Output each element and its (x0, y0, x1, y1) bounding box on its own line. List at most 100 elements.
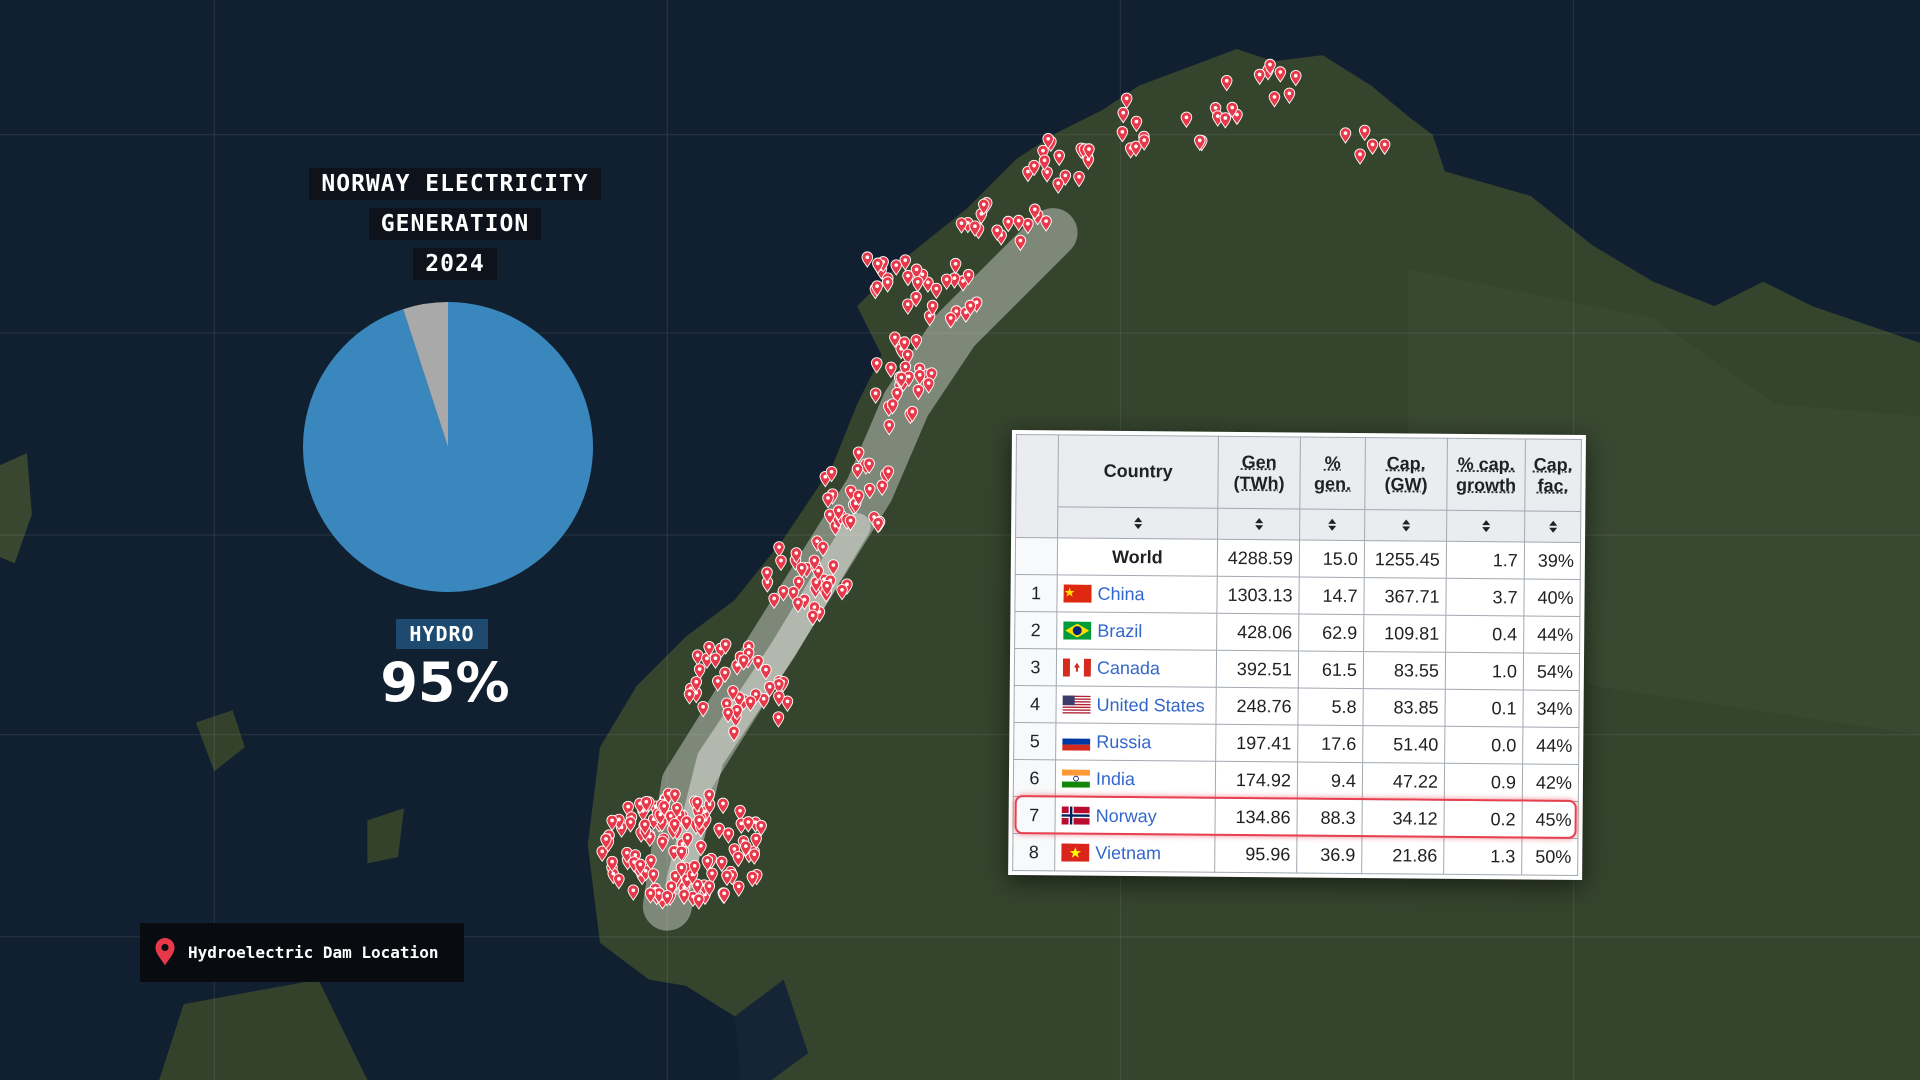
dam-pin (691, 878, 704, 896)
dam-pin (1289, 70, 1302, 87)
dam-pin-body (910, 334, 923, 351)
dam-pin (901, 348, 914, 366)
dam-pin (732, 880, 745, 898)
dam-pin (861, 251, 874, 268)
dam-pin (1138, 134, 1150, 151)
dam-pin-dot (876, 261, 880, 266)
dam-pin-body (883, 419, 896, 436)
dam-pin-body (821, 580, 833, 597)
country-link[interactable]: Vietnam (1095, 842, 1162, 863)
dam-pin (1253, 68, 1266, 86)
dam-pin-dot (701, 704, 705, 709)
dam-pin-body (678, 888, 690, 906)
dam-pin (744, 695, 757, 712)
dam-pin-dot (917, 373, 922, 377)
pie-slice (303, 302, 594, 592)
dam-pin (1116, 126, 1129, 143)
dam-pin-body (889, 331, 901, 348)
dam-pin (991, 224, 1003, 241)
dam-pin (688, 860, 701, 877)
dam-pin (1180, 111, 1193, 129)
dam-pin-dot (845, 582, 849, 587)
dam-pin (713, 822, 725, 840)
sort-button[interactable] (1328, 518, 1336, 530)
dam-pin-dot (906, 302, 910, 307)
dam-pin (1268, 91, 1281, 108)
dam-pin-body (719, 638, 732, 655)
dam-pin-body (1120, 92, 1133, 110)
dam-pin-body (1052, 177, 1064, 194)
sort-button[interactable] (1255, 518, 1263, 530)
dam-pin (1040, 215, 1052, 232)
value-cell: 9.4 (1297, 762, 1363, 800)
dam-pin-body (768, 592, 780, 610)
dam-pin-body (773, 541, 785, 558)
country-link[interactable]: United States (1096, 694, 1205, 716)
dam-pin-body (1274, 66, 1287, 83)
dam-pin-dot (705, 858, 710, 863)
country-link[interactable]: Russia (1096, 731, 1152, 752)
dam-pin-body (1014, 234, 1027, 252)
dam-pin-dot (726, 710, 730, 715)
column-header: Cap. (GW) (1364, 437, 1448, 511)
dam-pin-dot (694, 680, 699, 684)
country-cell: China (1056, 574, 1218, 614)
dam-pin (891, 387, 903, 404)
dam-pin (824, 508, 836, 526)
dam-pin-dot (1044, 219, 1048, 223)
dam-pin-body (832, 504, 845, 521)
dam-pin-body (910, 291, 922, 308)
land (159, 710, 405, 1080)
dam-pin-body (891, 387, 903, 404)
table-row: 5 Russia 197.41 17.6 51.40 0.0 44% (1013, 722, 1579, 765)
sort-button[interactable] (1134, 517, 1142, 529)
dam-pin-dot (981, 202, 986, 207)
sort-button[interactable] (1549, 520, 1557, 532)
dam-pin-body (775, 554, 787, 572)
sort-button[interactable] (1402, 519, 1410, 531)
dam-pin (691, 796, 704, 813)
country-link[interactable]: India (1095, 768, 1136, 789)
legend-pin-icon (155, 937, 175, 965)
dam-pin-body (844, 514, 857, 532)
value-cell: 40% (1523, 578, 1581, 617)
country-link[interactable]: Canada (1096, 657, 1161, 678)
dam-pin-dot (828, 512, 832, 517)
dam-pin-body (1029, 203, 1041, 221)
dam-pin-body (596, 845, 608, 863)
value-cell: 134.86 (1214, 798, 1298, 837)
table-row: 1 China 1303.13 14.7 367.71 3.7 40% (1014, 574, 1581, 617)
dam-pin-body (808, 554, 821, 572)
dam-pin-body (1378, 138, 1391, 156)
value-cell: 61.5 (1298, 651, 1364, 689)
value-cell: 392.51 (1216, 650, 1299, 689)
country-link[interactable]: China (1097, 583, 1145, 604)
dam-pin-dot (724, 701, 729, 706)
dam-pin (748, 848, 761, 865)
dam-pin (885, 361, 897, 379)
dam-pin-dot (685, 835, 690, 840)
dam-pin (871, 280, 883, 297)
sort-button[interactable] (1482, 520, 1490, 532)
dam-pin (627, 884, 640, 901)
dam-pin (1130, 140, 1142, 158)
dam-pin-body (668, 818, 681, 835)
dam-pin-dot (907, 374, 911, 379)
country-link[interactable]: Brazil (1097, 620, 1143, 641)
dam-pin (1120, 92, 1133, 110)
dam-pin-dot (725, 873, 729, 878)
value-cell: 44% (1523, 615, 1580, 654)
rank-cell: 8 (1012, 833, 1055, 871)
dam-pin (949, 257, 962, 275)
dam-pin-dot (1293, 73, 1298, 78)
dam-pin (690, 676, 703, 693)
value-cell: 42% (1522, 763, 1579, 802)
dam-pin-body (836, 584, 848, 601)
dam-pin-dot (905, 352, 910, 357)
dam-pin-body (760, 663, 772, 681)
dam-pin-body (902, 298, 914, 315)
dam-pin-body (718, 887, 730, 905)
country-link[interactable]: Norway (1095, 805, 1157, 826)
dam-pin-body (881, 276, 894, 293)
